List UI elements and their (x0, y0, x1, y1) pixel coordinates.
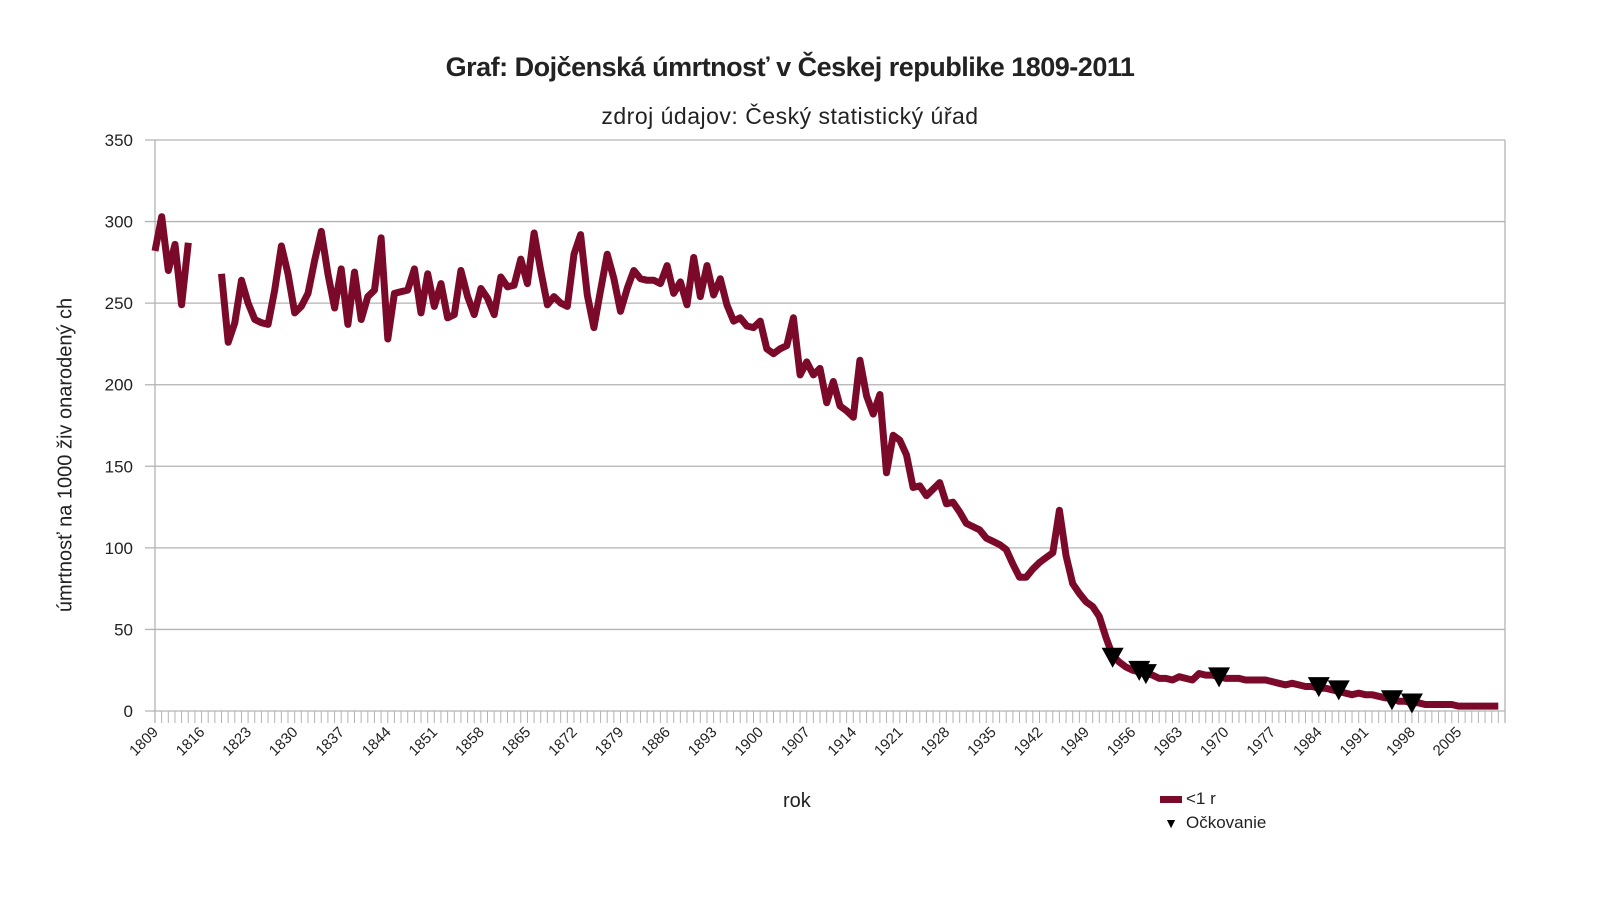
x-axis-label: rok (783, 790, 811, 812)
x-tick-label: 1956 (1104, 724, 1140, 760)
x-tick-label: 1844 (359, 724, 395, 760)
legend-line-swatch (1160, 795, 1182, 803)
x-tick-label: 1921 (871, 724, 907, 760)
legend: <1 r ▼ Očkovanie (1160, 787, 1266, 835)
x-tick-label: 1886 (638, 724, 674, 760)
vaccination-marker (1327, 680, 1350, 701)
x-tick-label: 1949 (1057, 724, 1093, 760)
x-tick-label: 2005 (1430, 724, 1466, 760)
x-tick-label: 1963 (1150, 724, 1186, 760)
y-tick-label: 100 (105, 539, 133, 558)
x-tick-label: 1991 (1337, 724, 1373, 760)
x-tick-label: 1865 (499, 724, 535, 760)
vaccination-marker (1208, 667, 1231, 688)
vaccination-marker (1134, 664, 1157, 685)
vaccination-marker (1380, 690, 1403, 711)
x-tick-label: 1914 (824, 724, 860, 760)
y-tick-label: 150 (105, 457, 133, 476)
legend-label: <1 r (1186, 789, 1216, 808)
x-tick-label: 1851 (406, 724, 442, 760)
x-tick-label: 1907 (778, 724, 814, 760)
x-tick-label: 1984 (1290, 724, 1326, 760)
x-tick-label: 1879 (592, 724, 628, 760)
chart-title: Graf: Dojčenská úmrtnosť v Českej republ… (445, 52, 1135, 82)
legend-label: Očkovanie (1186, 813, 1267, 832)
series-line-infant-mortality (151, 213, 192, 309)
x-tick-label: 1970 (1197, 724, 1233, 760)
x-tick-label: 1872 (545, 724, 581, 760)
legend-item-vaccination: ▼ Očkovanie (1160, 811, 1266, 835)
x-tick-label: 1900 (731, 724, 767, 760)
y-tick-label: 250 (105, 294, 133, 313)
x-tick-label: 1809 (126, 724, 162, 760)
x-tick-label: 1816 (173, 724, 209, 760)
vaccination-marker (1307, 677, 1330, 698)
triangle-down-icon: ▼ (1164, 815, 1178, 831)
chart-subtitle: zdroj údajov: Český statistický úřad (601, 103, 979, 129)
x-tick-label: 1823 (219, 724, 255, 760)
y-tick-label: 50 (114, 620, 133, 639)
series-line-infant-mortality (218, 227, 1499, 710)
vaccination-marker (1400, 693, 1423, 714)
x-tick-label: 1928 (918, 724, 954, 760)
x-tick-label: 1858 (452, 724, 488, 760)
x-tick-label: 1893 (685, 724, 721, 760)
x-tick-label: 1830 (266, 724, 302, 760)
y-tick-label: 300 (105, 213, 133, 232)
x-tick-label: 1998 (1383, 724, 1419, 760)
x-tick-label: 1977 (1243, 724, 1279, 760)
x-tick-label: 1837 (312, 724, 348, 760)
x-tick-label: 1942 (1011, 724, 1047, 760)
y-tick-label: 350 (105, 131, 133, 150)
x-tick-label: 1935 (964, 724, 1000, 760)
legend-item-infant-mortality: <1 r (1160, 787, 1266, 811)
y-tick-label: 0 (124, 702, 133, 721)
y-tick-label: 200 (105, 376, 133, 395)
vaccination-marker (1101, 647, 1124, 668)
